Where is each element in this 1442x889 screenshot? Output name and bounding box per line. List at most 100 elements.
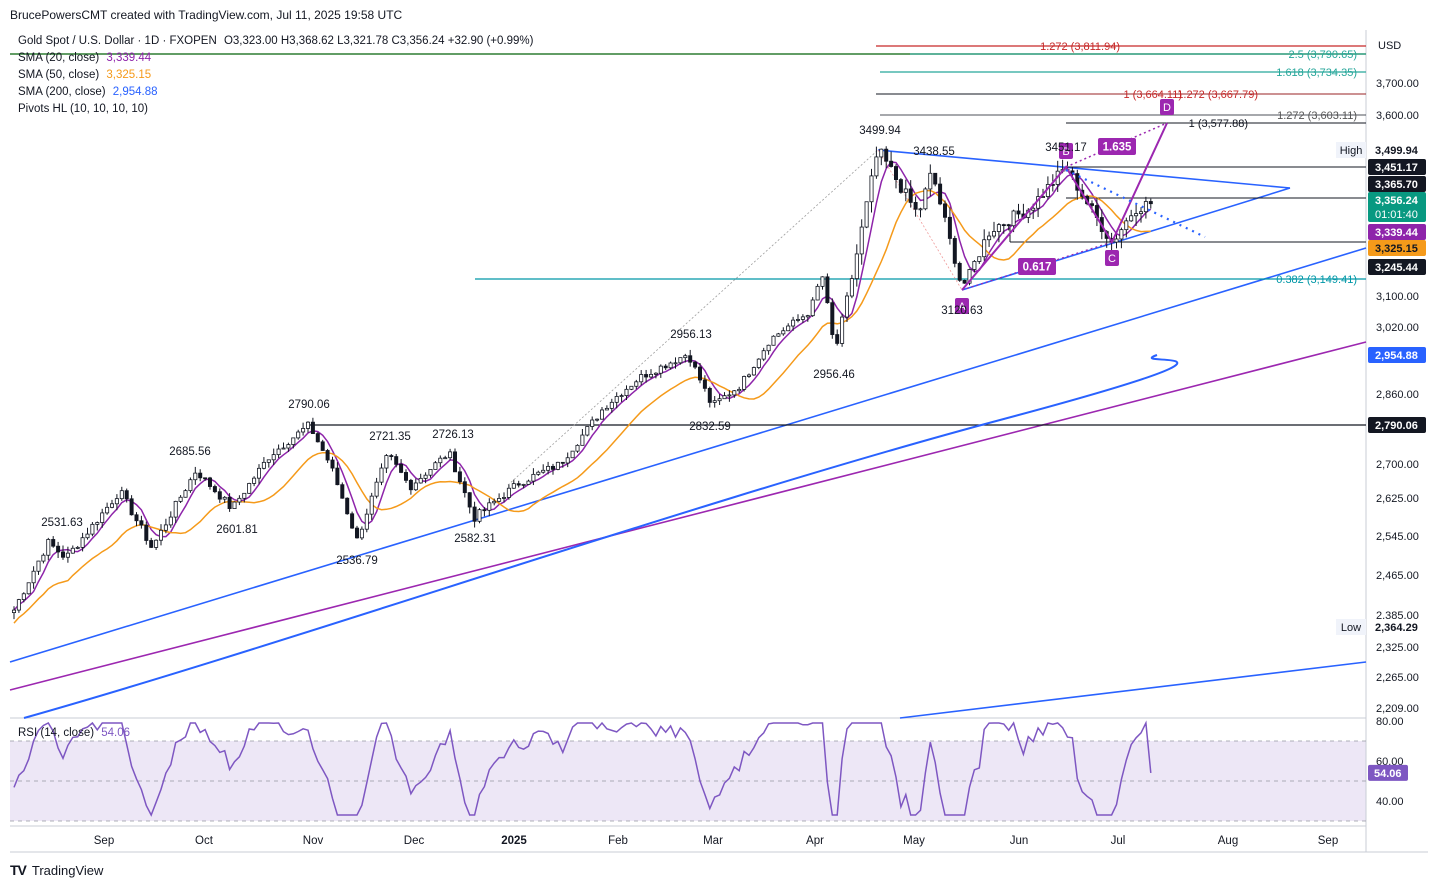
candle-down — [354, 527, 359, 539]
candle-down — [1090, 203, 1095, 206]
candle-up — [85, 533, 90, 539]
symbol-legend[interactable]: Gold Spot / U.S. Dollar · 1D · FXOPEN O3… — [18, 35, 533, 47]
sma20-legend[interactable]: SMA (20, close) 3,339.44 — [18, 52, 151, 64]
candle-up — [585, 426, 590, 436]
price-label-box[interactable] — [1368, 142, 1426, 158]
retrace-dotted-line — [507, 149, 879, 486]
triangle-lower-line — [961, 187, 1291, 291]
fib-level-label: 1.272 (3,811.94) — [1040, 41, 1120, 53]
pivot-label: 2956.13 — [670, 329, 712, 341]
candle-up — [291, 437, 296, 445]
abcd-point-badge[interactable] — [1105, 250, 1119, 266]
candle-up — [501, 497, 506, 499]
rsi-legend-value: 54.06 — [101, 727, 131, 739]
candle-up — [364, 513, 369, 530]
sma200-legend[interactable]: SMA (200, close) 2,954.88 — [18, 86, 158, 98]
abcd-point-badge[interactable] — [1160, 99, 1174, 115]
price-label-box[interactable] — [1368, 176, 1426, 192]
candle-down — [330, 459, 335, 469]
price-label-box[interactable] — [1368, 192, 1426, 222]
price-label-value: 3,365.70 — [1375, 179, 1418, 191]
price-label-box[interactable] — [1368, 159, 1426, 175]
candle-up — [609, 401, 614, 409]
pivots-legend[interactable]: Pivots HL (10, 10, 10, 10) — [18, 103, 148, 115]
price-label-box[interactable] — [1368, 347, 1426, 363]
candle-down — [144, 524, 149, 541]
footer-brand[interactable]: TV TradingView — [10, 862, 103, 878]
abcd-point-badge[interactable] — [1059, 143, 1073, 159]
pivot-label: 3120.63 — [941, 305, 983, 317]
pivot-label: 3438.55 — [913, 146, 955, 158]
candle-down — [217, 491, 222, 500]
sma50-label: SMA (50, close) — [18, 69, 100, 81]
candle-up — [41, 554, 46, 562]
price-label-box[interactable] — [1368, 619, 1426, 635]
candle-down — [898, 179, 903, 193]
candle-up — [173, 500, 178, 518]
price-label-box[interactable] — [1368, 259, 1426, 275]
rsi-legend[interactable]: RSI (14, close) 54.06 — [18, 727, 130, 739]
candle-up — [423, 474, 428, 479]
candle-up — [506, 487, 511, 498]
candle-up — [614, 396, 619, 403]
candle-up — [634, 381, 639, 387]
time-axis-label: Aug — [1218, 835, 1238, 847]
abcd-point-badge[interactable] — [955, 298, 969, 314]
candle-up — [247, 483, 252, 494]
price-label-box[interactable] — [1368, 417, 1426, 433]
candle-up — [624, 388, 629, 397]
price-label-box[interactable] — [1368, 240, 1426, 256]
candle-up — [379, 467, 384, 483]
candle-up — [800, 316, 805, 320]
candle-down — [908, 188, 913, 203]
abcd-point-label: D — [1163, 102, 1171, 114]
time-axis-label: Jun — [1010, 835, 1029, 847]
retrace-dotted-line-2 — [877, 149, 963, 291]
candle-up — [840, 316, 845, 344]
candle-up — [296, 431, 301, 439]
candle-up — [854, 253, 859, 280]
price-label-value: 3,499.94 — [1375, 145, 1419, 157]
lower-trendline — [899, 661, 1367, 719]
candle-up — [286, 444, 291, 449]
time-axis-label: Apr — [806, 835, 824, 847]
ratio-badge[interactable] — [1018, 258, 1056, 275]
candle-up — [21, 593, 26, 601]
candle-up — [977, 256, 982, 262]
candle-up — [448, 451, 453, 459]
price-tick-label: 3,700.00 — [1376, 78, 1419, 90]
candle-up — [105, 506, 110, 514]
price-label-value: 2,790.06 — [1375, 420, 1418, 432]
ratio-badge[interactable] — [1098, 138, 1136, 155]
triangle-upper-line — [877, 149, 1291, 189]
price-label-value: 2,954.88 — [1375, 350, 1418, 362]
price-tick-label: 3,020.00 — [1376, 322, 1419, 334]
time-axis-label: Jul — [1111, 835, 1126, 847]
candle-up — [1031, 207, 1036, 211]
candle-up — [575, 444, 580, 452]
fib-level-label: 1 (3,577.88) — [1189, 118, 1248, 130]
pivots-label: Pivots HL (10, 10, 10, 10) — [18, 103, 148, 115]
price-tick-label: 2,860.00 — [1376, 389, 1419, 401]
candle-down — [389, 455, 394, 457]
candle-down — [457, 471, 462, 483]
price-tick-label: 2,209.00 — [1376, 703, 1419, 715]
price-tick-label: 2,545.00 — [1376, 531, 1419, 543]
candle-up — [864, 201, 869, 228]
candle-up — [492, 500, 497, 504]
sma50-legend[interactable]: SMA (50, close) 3,325.15 — [18, 69, 151, 81]
candle-up — [595, 418, 600, 421]
candle-up — [712, 400, 717, 403]
candle-up — [845, 295, 850, 318]
candle-up — [75, 546, 80, 549]
price-label-box[interactable] — [1368, 224, 1426, 240]
price-tick-label: 3,600.00 — [1376, 110, 1419, 122]
candle-up — [188, 479, 193, 492]
candle-down — [943, 203, 948, 218]
rsi-tick-label: 40.00 — [1376, 796, 1404, 808]
rsi-value-box[interactable] — [1368, 764, 1408, 781]
candle-up — [786, 325, 791, 332]
price-pane[interactable] — [10, 30, 1366, 718]
price-label-value: 3,356.24 — [1375, 195, 1419, 207]
